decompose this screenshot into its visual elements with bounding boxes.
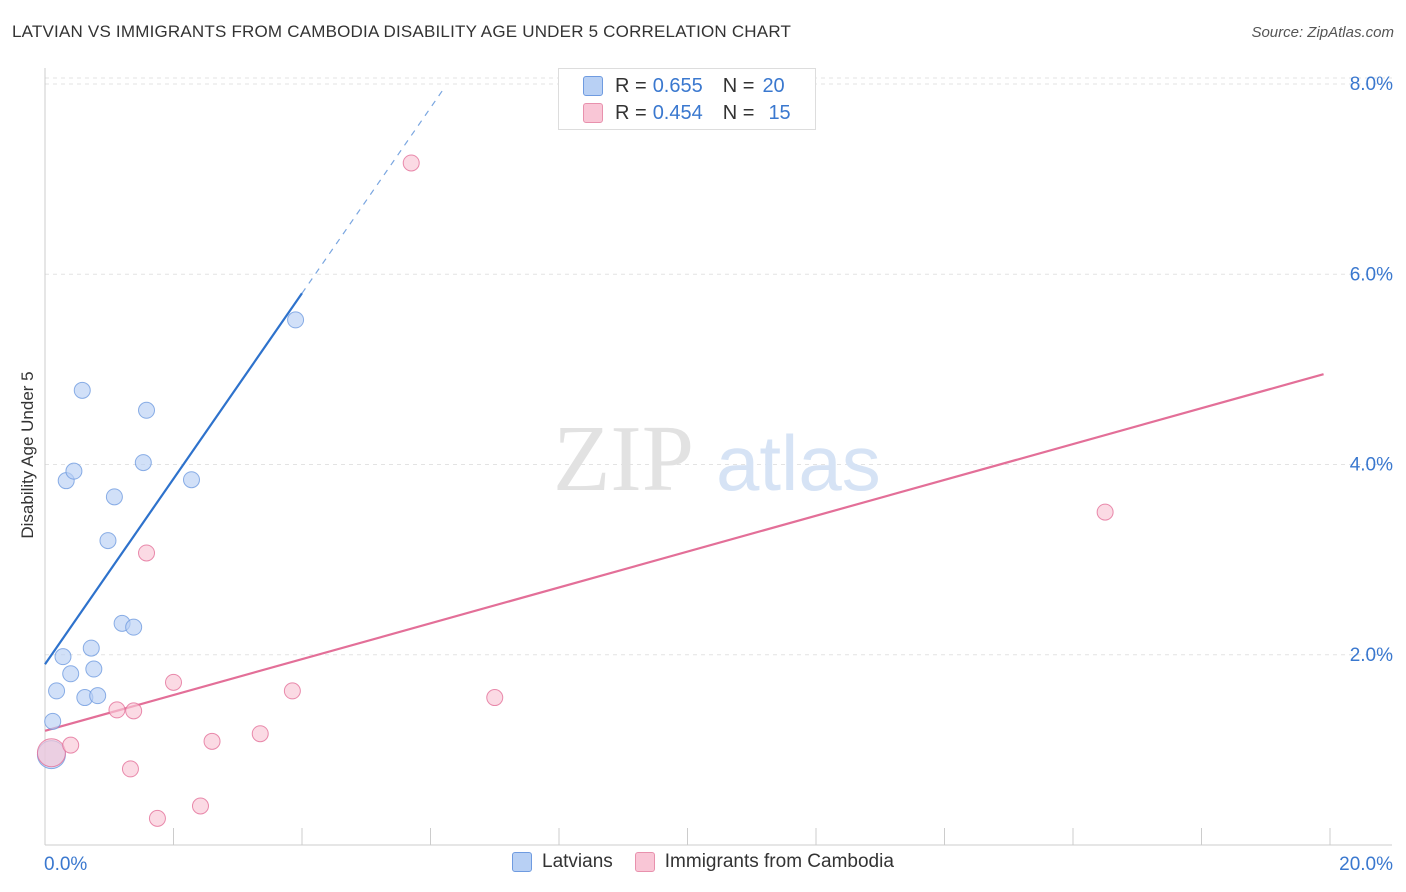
n-label: N = — [722, 74, 755, 97]
cambodia-point — [165, 673, 182, 691]
y-tick-label: 8.0% — [1350, 74, 1393, 95]
y-tick-label: 4.0% — [1350, 455, 1393, 476]
watermark-zip: ZIP — [553, 407, 694, 511]
x-tick-label: 0.0% — [44, 854, 87, 875]
latvian-point — [48, 682, 66, 700]
grid-layer — [45, 77, 1392, 656]
cambodia-trendline — [44, 373, 1324, 732]
latvian-point — [65, 462, 83, 480]
x-tick-label: 20.0% — [1339, 854, 1393, 875]
cambodia-point — [121, 760, 139, 778]
legend-item-cambodia[interactable]: Immigrants from Cambodia — [634, 851, 894, 873]
cambodia-point — [108, 701, 126, 719]
y-tick-label: 2.0% — [1350, 645, 1393, 666]
cambodia-point — [402, 154, 420, 172]
watermark: ZIP atlas — [553, 407, 881, 511]
latvians-legend-swatch — [512, 852, 532, 872]
latvian-point — [89, 687, 107, 705]
latvian-point — [99, 532, 117, 550]
watermark-atlas: atlas — [716, 419, 881, 507]
legend-row-latvians: R = 0.655 N = 20 — [583, 73, 785, 99]
latvians-trend-extension — [301, 88, 444, 294]
points-layer — [36, 154, 1114, 827]
latvian-point — [125, 618, 143, 636]
cambodia-point — [36, 738, 66, 768]
legend-row-cambodia: R = 0.454 N = 15 — [583, 100, 791, 126]
cambodia-point — [62, 736, 80, 754]
latvian-point — [182, 471, 200, 489]
y-tick-label: 6.0% — [1350, 264, 1393, 285]
latvian-point — [73, 381, 91, 399]
series-legend: Latvians Immigrants from Cambodia — [512, 851, 916, 873]
stats-legend: R = 0.655 N = 20 R = 0.454 N = 15 — [558, 68, 816, 130]
cambodia-point — [486, 689, 504, 707]
r-label: R = — [615, 74, 647, 97]
cambodia-swatch — [583, 103, 603, 123]
n-value: 15 — [768, 101, 791, 124]
cambodia-point — [191, 797, 209, 815]
cambodia-point — [148, 809, 166, 827]
legend-item-latvians[interactable]: Latvians — [512, 851, 613, 873]
latvians-trendline — [44, 292, 303, 665]
latvian-point — [62, 665, 80, 683]
latvian-point — [85, 660, 103, 678]
latvian-point — [138, 401, 156, 419]
latvians-swatch — [583, 76, 603, 96]
cambodia-point — [1096, 503, 1114, 521]
y-axis-label: Disability Age Under 5 — [18, 371, 37, 539]
trend-layer — [44, 88, 1324, 732]
cambodia-point — [283, 682, 301, 700]
tick-labels: 2.0% 4.0% 6.0% 8.0% 0.0% 20.0% — [44, 74, 1393, 875]
r-label: R = — [615, 101, 647, 124]
axis-layer — [44, 68, 1392, 846]
source-label: Source: ZipAtlas.com — [1251, 24, 1394, 41]
latvians-legend-label: Latvians — [542, 851, 613, 872]
latvian-point — [105, 488, 123, 506]
cambodia-point — [138, 544, 156, 562]
latvian-point — [54, 648, 72, 666]
cambodia-point — [203, 732, 221, 750]
latvian-point — [44, 712, 62, 730]
latvian-point — [82, 639, 100, 657]
n-label: N = — [722, 101, 755, 124]
cambodia-point — [125, 702, 143, 720]
cambodia-point — [251, 725, 269, 743]
r-value: 0.454 — [652, 101, 703, 124]
n-value: 20 — [762, 74, 785, 97]
latvian-point — [287, 311, 305, 329]
cambodia-legend-label: Immigrants from Cambodia — [664, 851, 894, 872]
r-value: 0.655 — [652, 74, 703, 97]
latvian-point — [134, 454, 152, 472]
cambodia-legend-swatch — [634, 852, 655, 872]
chart-title: LATVIAN VS IMMIGRANTS FROM CAMBODIA DISA… — [12, 22, 792, 41]
